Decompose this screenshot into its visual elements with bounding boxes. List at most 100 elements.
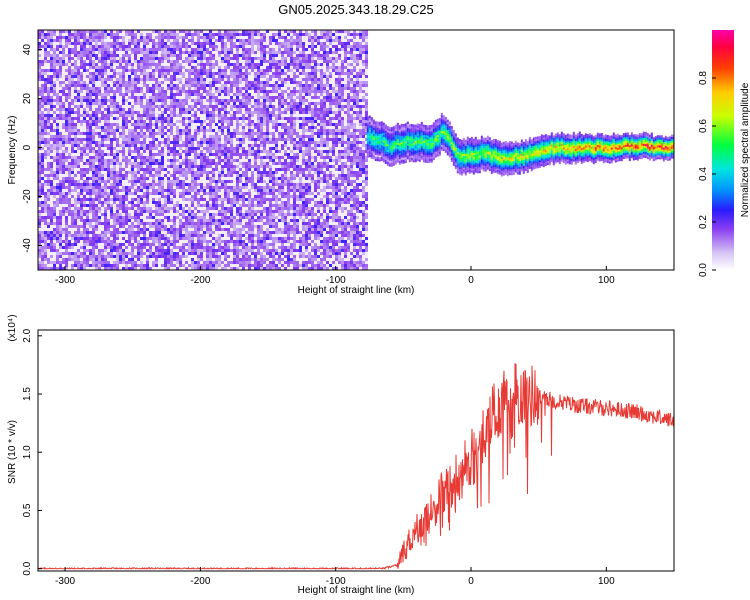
heatmap-cell xyxy=(107,117,110,120)
heatmap-cell xyxy=(101,261,104,264)
heatmap-cell xyxy=(140,96,143,99)
heatmap-cell xyxy=(194,174,197,177)
heatmap-cell xyxy=(215,75,218,78)
heatmap-cell xyxy=(122,144,125,147)
heatmap-cell xyxy=(47,117,50,120)
heatmap-cell xyxy=(209,51,212,54)
heatmap-cell xyxy=(56,267,59,270)
heatmap-cell xyxy=(164,144,167,147)
heatmap-cell xyxy=(53,174,56,177)
heatmap-cell xyxy=(206,132,209,135)
heatmap-cell xyxy=(191,114,194,117)
heatmap-cell xyxy=(212,174,215,177)
heatmap-cell xyxy=(194,234,197,237)
heatmap-cell xyxy=(224,93,227,96)
heatmap-cell xyxy=(194,267,197,270)
heatmap-cell xyxy=(44,33,47,36)
heatmap-cell xyxy=(41,255,44,258)
heatmap-cell xyxy=(137,93,140,96)
heatmap-cell xyxy=(191,117,194,120)
heatmap-cell xyxy=(107,198,110,201)
heatmap-cell xyxy=(191,246,194,249)
heatmap-cell xyxy=(50,48,53,51)
heatmap-cell xyxy=(116,150,119,153)
heatmap-cell xyxy=(101,183,104,186)
heatmap-cell xyxy=(83,198,86,201)
heatmap-cell xyxy=(209,99,212,102)
heatmap-cell xyxy=(155,75,158,78)
heatmap-cell xyxy=(173,57,176,60)
heatmap-cell xyxy=(86,42,89,45)
heatmap-cell xyxy=(47,210,50,213)
heatmap-cell xyxy=(83,246,86,249)
heatmap-cell xyxy=(218,186,221,189)
heatmap-cell xyxy=(104,162,107,165)
heatmap-cell xyxy=(221,138,224,141)
heatmap-cell xyxy=(125,126,128,129)
heatmap-cell xyxy=(65,234,68,237)
heatmap-cell xyxy=(56,258,59,261)
heatmap-cell xyxy=(197,51,200,54)
heatmap-cell xyxy=(158,36,161,39)
heatmap-cell xyxy=(116,168,119,171)
heatmap-cell xyxy=(131,243,134,246)
heatmap-cell xyxy=(179,105,182,108)
heatmap-cell xyxy=(101,231,104,234)
heatmap-cell xyxy=(218,123,221,126)
heatmap-cell xyxy=(182,156,185,159)
heatmap-cell xyxy=(194,240,197,243)
heatmap-cell xyxy=(215,201,218,204)
heatmap-cell xyxy=(77,108,80,111)
heatmap-cell xyxy=(194,141,197,144)
heatmap-cell xyxy=(218,150,221,153)
heatmap-cell xyxy=(44,186,47,189)
heatmap-cell xyxy=(92,174,95,177)
heatmap-cell xyxy=(56,216,59,219)
heatmap-cell xyxy=(134,132,137,135)
heatmap-cell xyxy=(173,171,176,174)
heatmap-cell xyxy=(128,213,131,216)
heatmap-cell xyxy=(221,36,224,39)
heatmap-cell xyxy=(86,180,89,183)
heatmap-cell xyxy=(74,30,77,33)
heatmap-cell xyxy=(134,69,137,72)
heatmap-cell xyxy=(149,189,152,192)
heatmap-cell xyxy=(131,216,134,219)
heatmap-cell xyxy=(47,153,50,156)
heatmap-cell xyxy=(38,138,41,141)
heatmap-cell xyxy=(59,126,62,129)
heatmap-cell xyxy=(149,219,152,222)
heatmap-cell xyxy=(47,255,50,258)
heatmap-cell xyxy=(134,141,137,144)
heatmap-cell xyxy=(134,30,137,33)
heatmap-cell xyxy=(83,102,86,105)
heatmap-cell xyxy=(71,90,74,93)
heatmap-cell xyxy=(62,156,65,159)
heatmap-cell xyxy=(50,96,53,99)
heatmap-cell xyxy=(38,42,41,45)
heatmap-cell xyxy=(107,171,110,174)
heatmap-cell xyxy=(86,132,89,135)
heatmap-cell xyxy=(59,72,62,75)
heatmap-cell xyxy=(137,117,140,120)
heatmap-cell xyxy=(59,252,62,255)
heatmap-cell xyxy=(188,246,191,249)
heatmap-cell xyxy=(77,195,80,198)
heatmap-cell xyxy=(89,168,92,171)
heatmap-cell xyxy=(140,258,143,261)
heatmap-cell xyxy=(137,81,140,84)
heatmap-cell xyxy=(107,192,110,195)
heatmap-cell xyxy=(128,108,131,111)
heatmap-cell xyxy=(143,249,146,252)
heatmap-cell xyxy=(101,75,104,78)
heatmap-cell xyxy=(86,135,89,138)
heatmap-cell xyxy=(119,219,122,222)
heatmap-cell xyxy=(221,165,224,168)
heatmap-cell xyxy=(194,180,197,183)
heatmap-cell xyxy=(92,144,95,147)
heatmap-cell xyxy=(68,81,71,84)
heatmap-cell xyxy=(224,69,227,72)
heatmap-cell xyxy=(170,132,173,135)
heatmap-cell xyxy=(128,111,131,114)
heatmap-cell xyxy=(185,147,188,150)
